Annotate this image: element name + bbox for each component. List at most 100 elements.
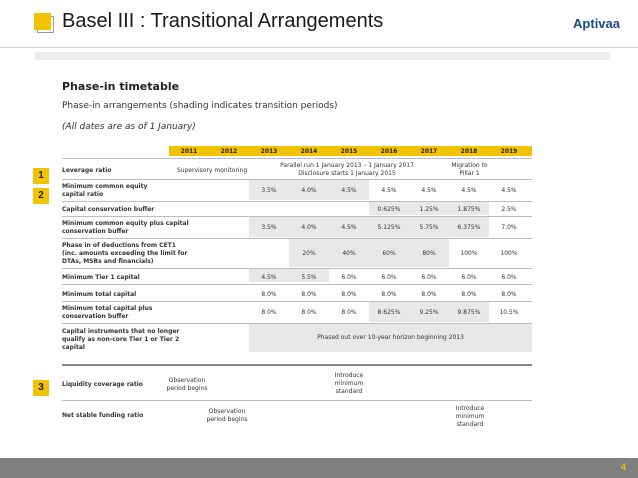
value-cell: 4.0% [301, 224, 317, 231]
shade-cell [249, 324, 532, 352]
value-cell: 8.0% [261, 309, 277, 316]
year-2012: 2012 [220, 148, 238, 155]
row-label-min-total: Minimum total capital [62, 291, 137, 298]
value-cell: 100% [460, 250, 478, 257]
row-label-total-plus-buffer: Minimum total capital plus conservation … [62, 305, 153, 320]
page-number: 4 [620, 462, 626, 472]
value-cell: 4.5% [501, 187, 517, 194]
value-cell: 1.875% [457, 206, 481, 213]
row-divider [62, 323, 532, 324]
value-cell: 6.0% [341, 274, 357, 281]
value-cell: 8.0% [301, 291, 317, 298]
value-cell: 5.5% [301, 274, 317, 281]
shade-cell [369, 302, 489, 322]
value-cell: 8.0% [501, 291, 517, 298]
value-cell: 5.75% [419, 224, 439, 231]
value-cell: 3.5% [261, 224, 277, 231]
shade-cell [249, 180, 369, 200]
value-cell: 40% [342, 250, 356, 257]
value-cell: 80% [422, 250, 436, 257]
migration-note: Migration to Pillar 1 [451, 162, 488, 177]
dates-note: (All dates are as of 1 January) [62, 122, 196, 132]
year-2019: 2019 [500, 148, 518, 155]
row-divider [62, 158, 532, 159]
value-cell: 4.5% [341, 187, 357, 194]
row-divider [62, 216, 532, 217]
year-2016: 2016 [380, 148, 398, 155]
value-cell: 10.5% [499, 309, 519, 316]
row-label-nsfr: Net stable funding ratio [62, 412, 144, 419]
header-band [35, 52, 610, 60]
value-cell: 4.5% [461, 187, 477, 194]
value-cell: 6.0% [421, 274, 437, 281]
value-cell: 4.5% [341, 224, 357, 231]
row-label-conservation-buffer: Capital conservation buffer [62, 206, 155, 213]
row-label-lcr: Liquidity coverage ratio [62, 381, 143, 388]
row-divider [62, 201, 532, 202]
value-cell: 6.0% [381, 274, 397, 281]
marker-2: 2 [33, 188, 49, 204]
value-cell: 4.5% [421, 187, 437, 194]
year-2018: 2018 [460, 148, 478, 155]
value-cell: 3.5% [261, 187, 277, 194]
value-cell: 1.25% [419, 206, 439, 213]
value-cell: 8.0% [341, 309, 357, 316]
shade-cell [249, 269, 329, 282]
value-cell: 60% [382, 250, 396, 257]
section-heading: Phase-in timetable [62, 80, 180, 93]
row-divider [62, 268, 532, 269]
value-cell: 6.0% [461, 274, 477, 281]
value-cell: 8.0% [341, 291, 357, 298]
row-divider [62, 400, 532, 401]
nsfr-introduce-note: Introduce minimum standard [455, 405, 485, 428]
brand-logo: Aptivaa [573, 16, 620, 31]
shade-cell [369, 202, 489, 215]
value-cell: 5.125% [377, 224, 401, 231]
value-cell: 4.5% [381, 187, 397, 194]
header-divider [0, 47, 638, 48]
section-subheading: Phase-in arrangements (shading indicates… [62, 101, 338, 111]
year-2011: 2011 [180, 148, 198, 155]
value-cell: 4.0% [301, 187, 317, 194]
row-divider [62, 364, 532, 366]
value-cell: 20% [302, 250, 316, 257]
lcr-observation-note: Observation period begins [166, 377, 208, 392]
phased-out-note: Phased out over 10-year horizon beginnin… [317, 334, 464, 341]
value-cell: 0.625% [377, 206, 401, 213]
slide-title: Basel III : Transitional Arrangements [62, 10, 384, 32]
year-2013: 2013 [260, 148, 278, 155]
row-divider [62, 301, 532, 302]
marker-3: 3 [33, 380, 49, 396]
title-square-icon [34, 13, 54, 33]
value-cell: 9.875% [457, 309, 481, 316]
year-2014: 2014 [300, 148, 318, 155]
lcr-introduce-note: Introduce minimum standard [334, 372, 364, 395]
row-label-cet1-plus-buffer: Minimum common equity plus capital conse… [62, 220, 189, 235]
value-cell: 2.5% [501, 206, 517, 213]
value-cell: 4.5% [261, 274, 277, 281]
year-header-bar [169, 146, 532, 156]
row-label-min-tier1: Minimum Tier 1 capital [62, 274, 140, 281]
row-label-min-cet1: Minimum common equity capital ratio [62, 183, 148, 198]
nsfr-observation-note: Observation period begins [206, 408, 248, 423]
value-cell: 6.0% [501, 274, 517, 281]
value-cell: 8.0% [261, 291, 277, 298]
value-cell: 8.0% [421, 291, 437, 298]
value-cell: 8.0% [301, 309, 317, 316]
year-2015: 2015 [340, 148, 358, 155]
row-label-leverage: Leverage ratio [62, 167, 112, 174]
row-divider [62, 284, 532, 285]
row-divider [62, 238, 532, 239]
slide-footer: 4 [0, 458, 638, 478]
shade-cell [289, 239, 449, 267]
value-cell: 8.625% [377, 309, 401, 316]
supervisory-note: Supervisory monitoring [176, 167, 248, 174]
value-cell: 7.0% [501, 224, 517, 231]
row-divider [62, 179, 532, 180]
row-label-capital-instruments: Capital instruments that no longer quali… [62, 328, 180, 351]
value-cell: 100% [500, 250, 518, 257]
parallel-run-note: Parallel run 1 January 2013 – 1 January … [280, 162, 414, 177]
value-cell: 8.0% [461, 291, 477, 298]
marker-1: 1 [33, 168, 49, 184]
shade-cell [249, 217, 489, 237]
